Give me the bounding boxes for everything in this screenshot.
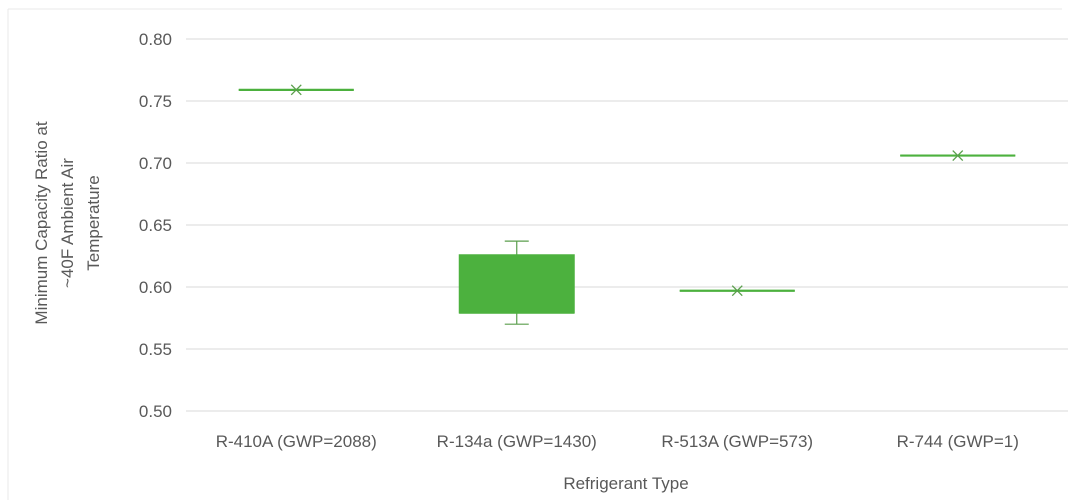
y-tick-label: 0.80 [139,30,172,49]
y-tick-label: 0.50 [139,402,172,421]
y-tick-label: 0.65 [139,216,172,235]
x-axis-tick-labels: R-410A (GWP=2088) R-134a (GWP=1430) R-513A… [216,432,1019,451]
y-axis-title-line: Temperature [84,175,103,270]
mean-marker [952,150,964,162]
gridlines [186,38,1068,412]
box-group [458,240,575,325]
y-axis-title: Minimum Capacity Ratio at ~40F Ambient Ai… [32,121,103,324]
box-group [238,84,354,96]
mean-marker [731,285,743,297]
y-axis-title-line: ~40F Ambient Air [58,158,77,288]
box [458,254,575,314]
y-axis-title-line: Minimum Capacity Ratio at [32,121,51,324]
y-tick-label: 0.55 [139,340,172,359]
y-axis-tick-labels: 0.50 0.55 0.60 0.65 0.70 0.75 0.80 [139,30,172,421]
mean-marker [290,84,302,96]
y-tick-label: 0.60 [139,278,172,297]
x-tick-label: R-134a (GWP=1430) [437,432,597,451]
y-tick-label: 0.70 [139,154,172,173]
x-tick-label: R-513A (GWP=573) [661,432,813,451]
x-axis-title: Refrigerant Type [563,474,688,493]
box-series [238,84,1016,325]
x-tick-label: R-744 (GWP=1) [897,432,1019,451]
box-group [900,150,1016,162]
y-tick-label: 0.75 [139,92,172,111]
x-tick-label: R-410A (GWP=2088) [216,432,377,451]
box-group [679,285,795,297]
